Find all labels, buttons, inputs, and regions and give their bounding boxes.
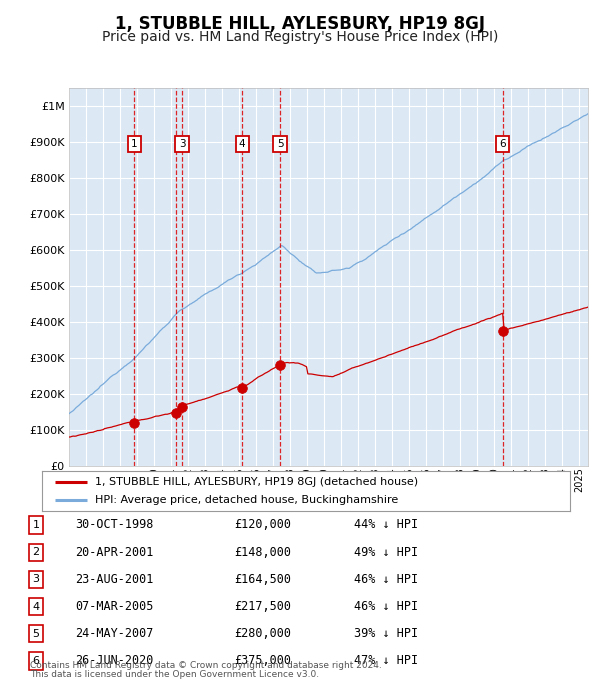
Text: £217,500: £217,500 (234, 600, 291, 613)
Text: £148,000: £148,000 (234, 545, 291, 559)
Text: 26-JUN-2020: 26-JUN-2020 (75, 654, 154, 668)
Text: 4: 4 (239, 139, 245, 149)
Text: 5: 5 (277, 139, 283, 149)
Text: 49% ↓ HPI: 49% ↓ HPI (354, 545, 418, 559)
Text: 46% ↓ HPI: 46% ↓ HPI (354, 573, 418, 586)
Text: 1: 1 (32, 520, 40, 530)
Text: 6: 6 (499, 139, 506, 149)
Text: 30-OCT-1998: 30-OCT-1998 (75, 518, 154, 532)
Text: This data is licensed under the Open Government Licence v3.0.: This data is licensed under the Open Gov… (30, 670, 319, 679)
Text: 07-MAR-2005: 07-MAR-2005 (75, 600, 154, 613)
Text: 46% ↓ HPI: 46% ↓ HPI (354, 600, 418, 613)
Text: £375,000: £375,000 (234, 654, 291, 668)
Text: 5: 5 (32, 629, 40, 639)
Text: £120,000: £120,000 (234, 518, 291, 532)
Text: 4: 4 (32, 602, 40, 611)
Text: 23-AUG-2001: 23-AUG-2001 (75, 573, 154, 586)
Text: 20-APR-2001: 20-APR-2001 (75, 545, 154, 559)
Text: HPI: Average price, detached house, Buckinghamshire: HPI: Average price, detached house, Buck… (95, 495, 398, 505)
Text: £280,000: £280,000 (234, 627, 291, 641)
Text: 1: 1 (131, 139, 137, 149)
Text: £164,500: £164,500 (234, 573, 291, 586)
Text: Contains HM Land Registry data © Crown copyright and database right 2024.: Contains HM Land Registry data © Crown c… (30, 662, 382, 670)
Text: 2: 2 (32, 547, 40, 557)
Text: 3: 3 (32, 575, 40, 584)
Text: 39% ↓ HPI: 39% ↓ HPI (354, 627, 418, 641)
Text: 47% ↓ HPI: 47% ↓ HPI (354, 654, 418, 668)
Text: 24-MAY-2007: 24-MAY-2007 (75, 627, 154, 641)
Text: 1, STUBBLE HILL, AYLESBURY, HP19 8GJ: 1, STUBBLE HILL, AYLESBURY, HP19 8GJ (115, 15, 485, 33)
Text: 1, STUBBLE HILL, AYLESBURY, HP19 8GJ (detached house): 1, STUBBLE HILL, AYLESBURY, HP19 8GJ (de… (95, 477, 418, 487)
Text: 3: 3 (179, 139, 185, 149)
Text: 44% ↓ HPI: 44% ↓ HPI (354, 518, 418, 532)
Text: Price paid vs. HM Land Registry's House Price Index (HPI): Price paid vs. HM Land Registry's House … (102, 30, 498, 44)
Text: 6: 6 (32, 656, 40, 666)
